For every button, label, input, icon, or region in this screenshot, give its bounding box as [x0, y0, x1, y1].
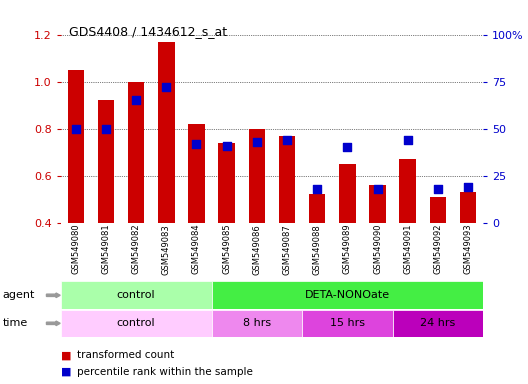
Point [162, 84, 171, 90]
Bar [98, 101, 114, 223]
Text: GSM549088: GSM549088 [313, 224, 322, 275]
Bar [399, 159, 416, 223]
Text: DETA-NONOate: DETA-NONOate [305, 290, 390, 300]
Bar [393, 310, 483, 337]
Bar [188, 124, 205, 223]
Text: GSM549080: GSM549080 [71, 224, 80, 275]
Point [373, 186, 382, 192]
Bar [369, 185, 386, 223]
Bar [249, 129, 265, 223]
Bar [158, 41, 175, 223]
Text: control: control [117, 290, 155, 300]
Point [433, 186, 442, 192]
Point [192, 141, 201, 147]
Bar [68, 70, 84, 223]
Bar [460, 192, 476, 223]
Bar [212, 281, 483, 309]
Text: transformed count: transformed count [77, 350, 174, 360]
Point [343, 144, 352, 151]
Text: GSM549091: GSM549091 [403, 224, 412, 274]
Text: GDS4408 / 1434612_s_at: GDS4408 / 1434612_s_at [69, 25, 227, 38]
Text: GSM549089: GSM549089 [343, 224, 352, 275]
Text: GSM549085: GSM549085 [222, 224, 231, 275]
Bar [61, 281, 212, 309]
Bar [219, 143, 235, 223]
Text: GSM549093: GSM549093 [464, 224, 473, 275]
Point [222, 142, 231, 149]
Point [102, 126, 110, 132]
Text: GSM549090: GSM549090 [373, 224, 382, 274]
Bar [128, 82, 145, 223]
Point [283, 137, 291, 143]
Text: GSM549083: GSM549083 [162, 224, 171, 275]
Text: 8 hrs: 8 hrs [243, 318, 271, 328]
Text: GSM549087: GSM549087 [282, 224, 291, 275]
Text: ■: ■ [61, 350, 71, 360]
Point [252, 139, 261, 145]
Text: ■: ■ [61, 367, 71, 377]
Text: GSM549086: GSM549086 [252, 224, 261, 275]
Bar [279, 136, 295, 223]
Text: GSM549092: GSM549092 [433, 224, 442, 274]
Bar [309, 194, 325, 223]
Text: GSM549081: GSM549081 [101, 224, 110, 275]
Bar [302, 310, 393, 337]
Text: 24 hrs: 24 hrs [420, 318, 456, 328]
Point [313, 186, 322, 192]
Point [464, 184, 472, 190]
Point [403, 137, 412, 143]
Text: 15 hrs: 15 hrs [330, 318, 365, 328]
Bar [339, 164, 356, 223]
Text: GSM549082: GSM549082 [131, 224, 140, 275]
Point [132, 98, 140, 104]
Bar [61, 310, 212, 337]
Text: percentile rank within the sample: percentile rank within the sample [77, 367, 252, 377]
Text: control: control [117, 318, 155, 328]
Text: agent: agent [3, 290, 35, 300]
Bar [430, 197, 446, 223]
Text: GSM549084: GSM549084 [192, 224, 201, 275]
Bar [212, 310, 302, 337]
Text: time: time [3, 318, 28, 328]
Point [72, 126, 80, 132]
